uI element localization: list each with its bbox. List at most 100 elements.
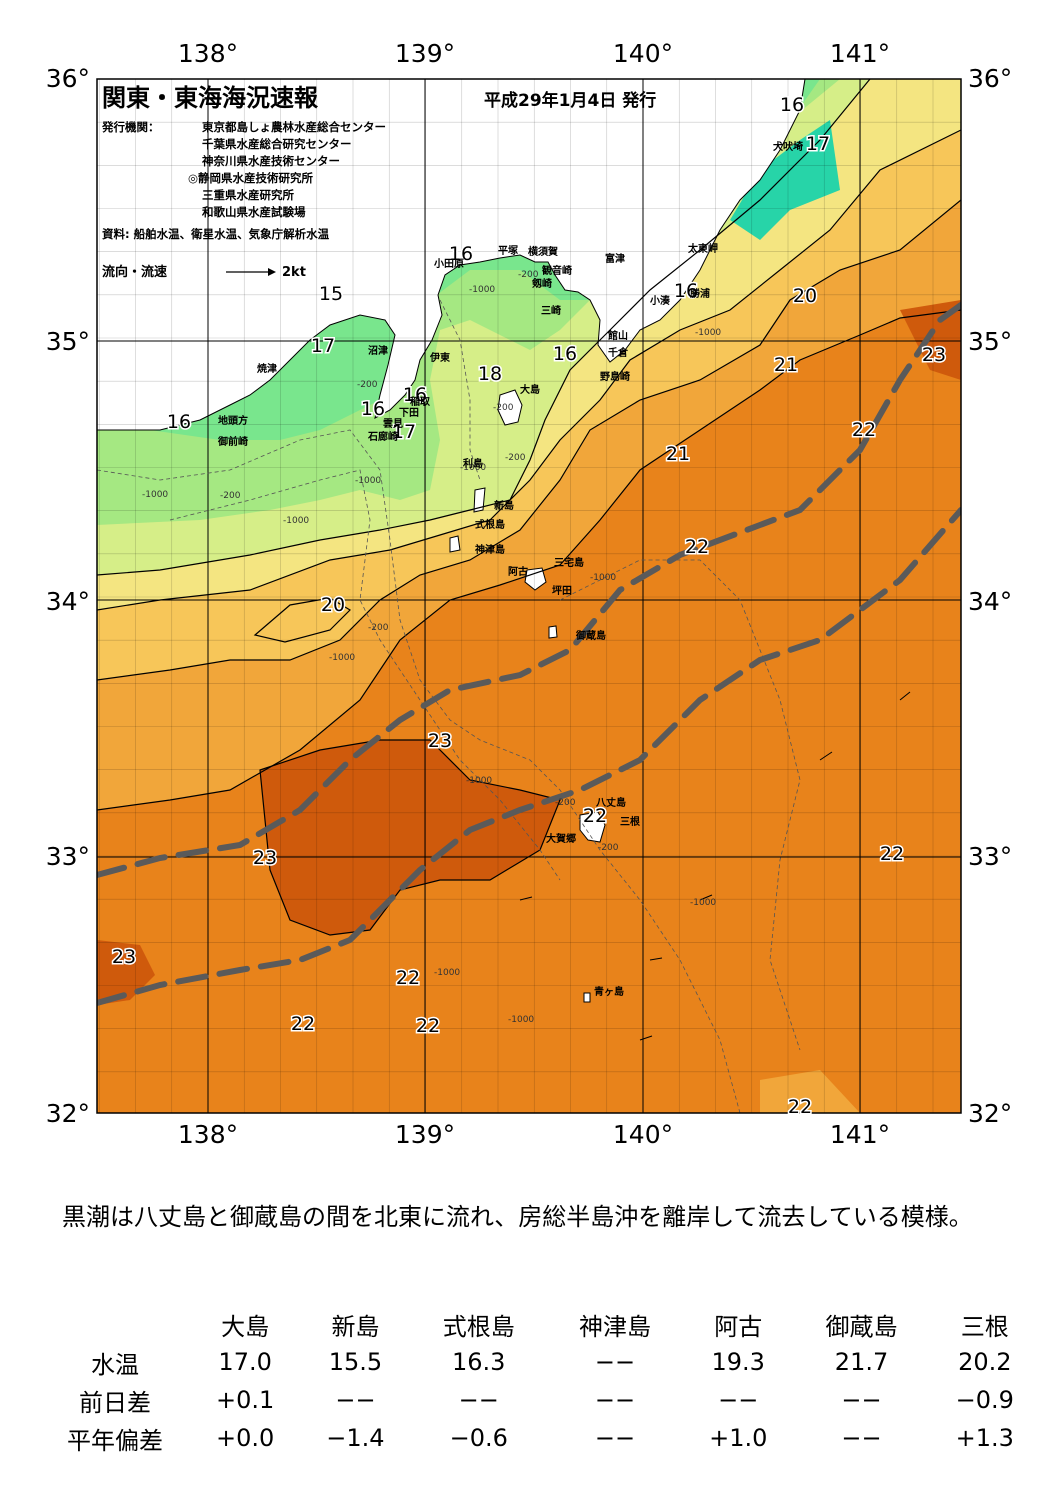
isotherm-lines xyxy=(97,79,961,936)
issuer-1: 東京都島しょ農林水産総合センター xyxy=(202,120,386,134)
table-header-row: 大島 新島 式根島 神津島 阿古 御蔵島 三根 xyxy=(40,1305,1040,1343)
isotherm-label: 23 xyxy=(112,946,136,968)
depth-label: -1000 xyxy=(508,1015,534,1025)
place-name: 神津島 xyxy=(475,543,505,556)
isotherm-label: 16 xyxy=(674,280,698,302)
isotherm-label: 21 xyxy=(666,443,690,465)
sst-band-21-south xyxy=(760,1070,860,1113)
lon-bottom-140: 140° xyxy=(613,1120,673,1149)
isotherm-label: 23 xyxy=(922,344,946,366)
depth-label: -200 xyxy=(220,491,241,501)
table-cell: +1.0 xyxy=(709,1424,768,1452)
place-name: 沼津 xyxy=(368,344,388,357)
isotherm-label: 22 xyxy=(852,419,876,441)
depth-label: -200 xyxy=(518,270,539,280)
place-name: 稲取 xyxy=(410,395,431,408)
map-frame xyxy=(96,78,962,1114)
sst-map: 138° 139° 140° 141° 138° 139° 140° 141° … xyxy=(46,39,1013,1149)
col-header: 新島 xyxy=(331,1312,380,1341)
lon-bottom-139: 139° xyxy=(395,1120,455,1149)
isotherm-label: 23 xyxy=(253,847,277,869)
depth-label: -200 xyxy=(368,623,389,633)
isotherm-label: 22 xyxy=(685,536,709,558)
depth-label: -200 xyxy=(505,453,526,463)
situation-comment: 黒潮は八丈島と御蔵島の間を北東に流れ、房総半島沖を離岸して流去している模様。 xyxy=(62,1203,973,1231)
depth-label: -200 xyxy=(493,403,514,413)
lat-right-36: 36° xyxy=(968,64,1012,93)
place-name: 三根 xyxy=(620,815,640,828)
depth-label: -1000 xyxy=(690,898,716,908)
isotherm-label: 16 xyxy=(449,243,473,265)
place-name: 野島崎 xyxy=(600,370,630,383)
isotherm-label: 20 xyxy=(793,285,817,307)
table-cell: 16.3 xyxy=(452,1348,506,1376)
isotherm-label: 18 xyxy=(478,363,502,385)
place-name: 横須賀 xyxy=(528,245,558,258)
place-name: 千倉 xyxy=(608,346,629,359)
legend-scale: 2kt xyxy=(282,265,306,280)
table-cell: −1.4 xyxy=(326,1424,385,1452)
row-label: 平年偏差 xyxy=(67,1426,163,1455)
col-header: 御蔵島 xyxy=(825,1312,898,1341)
place-name: 大島 xyxy=(520,383,540,396)
lat-lon-grid xyxy=(97,79,961,1113)
land-niijima xyxy=(473,487,486,513)
lat-left-33: 33° xyxy=(46,842,90,871)
place-name: 阿古 xyxy=(508,565,528,578)
land-kozushima xyxy=(449,535,461,553)
lat-left-34: 34° xyxy=(46,587,90,616)
land-honshu xyxy=(96,78,806,431)
place-name: 下田 xyxy=(399,407,419,419)
table-cell: −0.6 xyxy=(449,1424,508,1452)
data-sources: 資料: 船舶水温、衛星水温、気象庁解析水温 xyxy=(102,227,330,241)
isotherm-label: 22 xyxy=(788,1096,812,1118)
table-cell: 19.3 xyxy=(711,1348,765,1376)
lat-left-35: 35° xyxy=(46,327,90,356)
col-header: 神津島 xyxy=(578,1312,651,1341)
issuer-6: 和歌山県水産試験場 xyxy=(202,205,306,219)
isotherm-label: 15 xyxy=(319,283,343,305)
sst-map-svg: 138° 139° 140° 141° 138° 139° 140° 141° … xyxy=(46,39,1013,1149)
table-cell: 17.0 xyxy=(218,1348,272,1376)
depth-label: -1000 xyxy=(466,776,492,786)
place-name: 犬吠埼 xyxy=(773,140,803,153)
isotherm-label: 16 xyxy=(361,398,385,420)
place-name: 石廊崎 xyxy=(367,430,398,443)
place-name: 御前崎 xyxy=(217,435,248,448)
island-temperature-table: 大島 新島 式根島 神津島 阿古 御蔵島 三根 水温 17.0 15.5 16.… xyxy=(40,1305,1040,1457)
place-name: 新島 xyxy=(494,499,514,512)
lat-right-35: 35° xyxy=(968,327,1012,356)
isotherm-label: 16 xyxy=(553,343,577,365)
place-name: 勝浦 xyxy=(690,287,710,300)
place-name: 館山 xyxy=(607,329,628,342)
isotherm-label: 16 xyxy=(167,411,191,433)
table-cell: −− xyxy=(594,1424,636,1452)
table-cell: −0.9 xyxy=(955,1386,1014,1414)
table-cell: +0.1 xyxy=(216,1386,275,1414)
lat-right-32: 32° xyxy=(968,1099,1012,1128)
land-mikurajima xyxy=(548,625,558,639)
isotherm-label: 17 xyxy=(392,421,416,443)
lon-bottom-138: 138° xyxy=(178,1120,238,1149)
table-cell: −− xyxy=(718,1386,759,1414)
current-vectors xyxy=(519,691,911,1041)
legend-label: 流向・流速 xyxy=(102,264,167,280)
isotherm-label: 20 xyxy=(321,594,345,616)
isotherm-label: 22 xyxy=(416,1015,440,1037)
place-name: 青ヶ島 xyxy=(594,985,624,998)
lat-right-33: 33° xyxy=(968,842,1012,871)
depth-label: -1000 xyxy=(283,516,309,526)
sst-band-23-east xyxy=(900,300,961,380)
kuroshio-axis xyxy=(97,302,961,1006)
depth-label: -1000 xyxy=(695,328,721,338)
lon-bottom-141: 141° xyxy=(830,1120,890,1149)
isotherm-label: 23 xyxy=(428,730,452,752)
place-name: 八丈島 xyxy=(595,796,626,809)
col-header: 大島 xyxy=(221,1312,270,1341)
table-cell: 20.2 xyxy=(958,1348,1012,1376)
map-title: 関東・東海海況速報 xyxy=(102,84,319,112)
place-name: 伊東 xyxy=(429,351,450,364)
place-name: 三崎 xyxy=(541,304,561,317)
col-header: 阿古 xyxy=(714,1312,763,1341)
